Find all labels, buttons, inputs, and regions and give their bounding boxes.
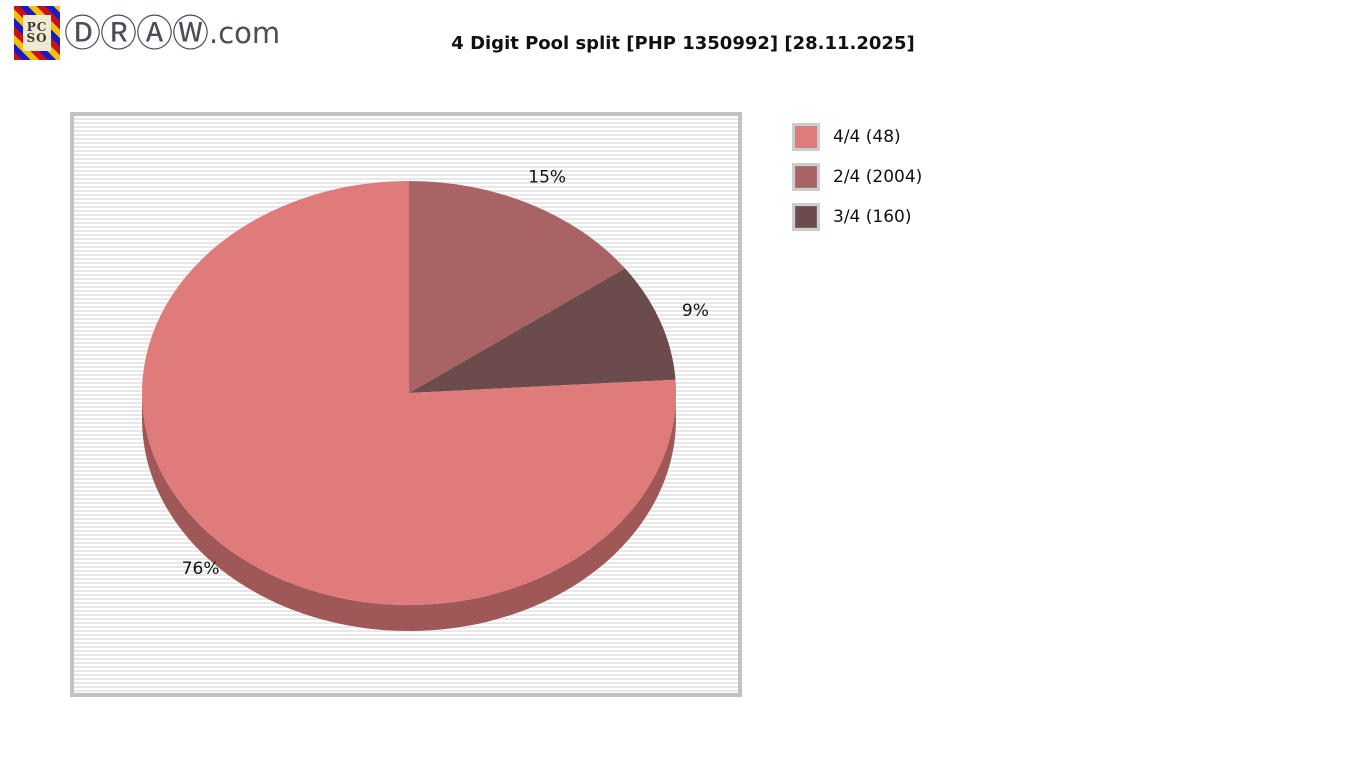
legend-label: 3/4 (160) [833, 207, 912, 227]
brand-draw-text: ⒹⓇⒶⓌ [64, 11, 209, 55]
page-title: 4 Digit Pool split [PHP 1350992] [28.11.… [451, 33, 915, 54]
pie-chart: 15% 9% 76% [142, 168, 709, 631]
pie-slice [409, 268, 676, 393]
legend-label: 4/4 (48) [833, 127, 901, 147]
chart-panel: 15% 9% 76% [70, 112, 742, 697]
pie-percent-label: 9% [682, 301, 709, 321]
legend-item: 3/4 (160) [792, 203, 922, 231]
legend-label: 2/4 (2004) [833, 167, 923, 187]
legend-swatch [792, 123, 820, 151]
pie-slice [409, 181, 625, 393]
chart-legend: 4/4 (48) 2/4 (2004) 3/4 (160) [792, 123, 922, 231]
pie-slice [142, 181, 677, 605]
pie-percent-label: 76% [182, 559, 220, 579]
site-logo: PC SO ⒹⓇⒶⓌ .com [14, 6, 280, 60]
pcso-icon-text-top: PC [26, 20, 48, 34]
legend-item: 4/4 (48) [792, 123, 922, 151]
brand-wordmark: ⒹⓇⒶⓌ .com [64, 15, 280, 52]
legend-swatch [792, 163, 820, 191]
legend-swatch [792, 203, 820, 231]
pcso-checkered-icon: PC SO [14, 6, 60, 60]
brand-com-text: .com [209, 15, 281, 50]
legend-item: 2/4 (2004) [792, 163, 922, 191]
pcso-icon-text-bottom: SO [26, 31, 48, 45]
pie-percent-label: 15% [528, 168, 566, 188]
